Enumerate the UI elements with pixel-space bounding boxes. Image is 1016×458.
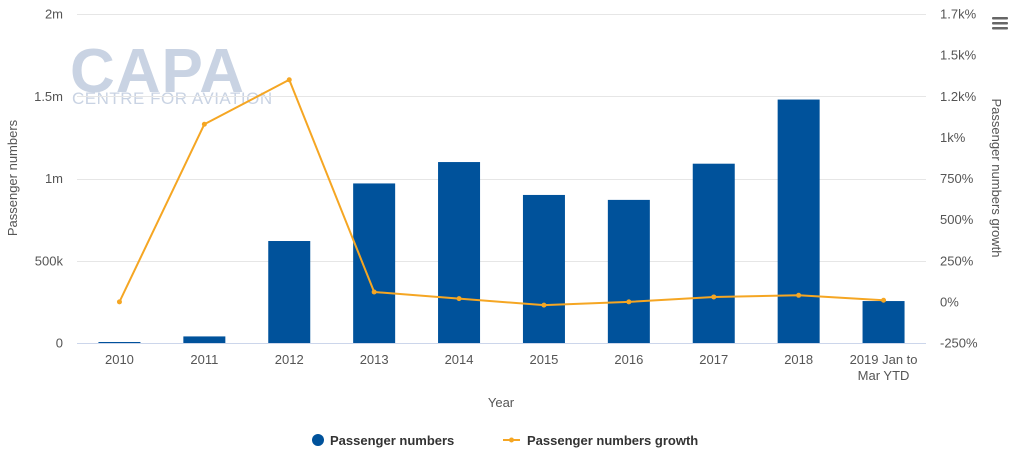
legend-label-passenger-numbers-growth: Passenger numbers growth bbox=[527, 433, 698, 448]
bar bbox=[607, 199, 650, 343]
bar-series-passenger-numbers bbox=[98, 99, 905, 343]
line-point bbox=[371, 289, 377, 295]
x-tick-label: 2014 bbox=[445, 352, 474, 367]
right-tick-label: -250% bbox=[940, 336, 978, 351]
left-axis-title: Passenger numbers bbox=[5, 119, 20, 236]
legend-label-passenger-numbers: Passenger numbers bbox=[330, 433, 454, 448]
left-tick-label: 0 bbox=[56, 336, 63, 351]
legend-symbol-marker bbox=[509, 437, 514, 443]
line-point bbox=[711, 294, 717, 300]
line-point bbox=[541, 302, 547, 308]
bar bbox=[692, 163, 735, 343]
x-tick-label: 2016 bbox=[614, 352, 643, 367]
right-tick-label: 500% bbox=[940, 212, 974, 227]
x-tick-label: 2010 bbox=[105, 352, 134, 367]
right-axis-ticks: -250% 0% 250% 500% 750% 1k% 1.2k% 1.5k% 1.7k% bbox=[940, 7, 978, 351]
bar bbox=[268, 241, 311, 343]
left-tick-label: 1m bbox=[45, 171, 63, 186]
left-axis-ticks: 0 500k 1m 1.5m 2m bbox=[34, 7, 63, 351]
right-tick-label: 1.5k% bbox=[940, 48, 977, 63]
right-tick-label: 1.7k% bbox=[940, 7, 977, 22]
hamburger-menu-icon[interactable] bbox=[990, 14, 1010, 34]
x-tick-label: 2012 bbox=[275, 352, 304, 367]
x-tick-label: 2017 bbox=[699, 352, 728, 367]
bar bbox=[183, 336, 226, 343]
line-point bbox=[626, 299, 632, 305]
x-tick-label: 2011 bbox=[190, 352, 218, 367]
legend-item-passenger-numbers[interactable]: Passenger numbers bbox=[312, 433, 454, 448]
right-tick-label: 250% bbox=[940, 253, 974, 268]
right-tick-label: 1k% bbox=[940, 130, 966, 145]
x-tick-label: 2019 Jan to Mar YTD bbox=[850, 352, 918, 383]
x-axis-ticks: 2010 2011 2012 2013 2014 2015 2016 2017 2018 2019… bbox=[105, 352, 918, 383]
line-point bbox=[881, 297, 887, 303]
line-point bbox=[116, 299, 122, 305]
x-axis-title: Year bbox=[488, 395, 515, 410]
legend: Passenger numbers Passenger numbers grow… bbox=[312, 433, 698, 448]
series-line bbox=[118, 78, 884, 307]
legend-item-passenger-numbers-growth[interactable]: Passenger numbers growth bbox=[503, 433, 698, 448]
line-series-passenger-numbers-growth bbox=[116, 77, 887, 308]
x-tick-label: 2018 bbox=[784, 352, 813, 367]
line-point bbox=[796, 292, 802, 298]
left-tick-label: 2m bbox=[45, 7, 63, 22]
line-point bbox=[201, 121, 207, 127]
bar bbox=[353, 183, 396, 343]
bar bbox=[862, 301, 905, 343]
right-axis-title: Passenger numbers growth bbox=[989, 99, 1004, 258]
line-point bbox=[286, 77, 292, 83]
x-tick-label: 2015 bbox=[529, 352, 558, 367]
bar bbox=[777, 99, 820, 343]
right-tick-label: 1.2k% bbox=[940, 89, 977, 104]
bar bbox=[98, 342, 141, 343]
right-tick-label: 0% bbox=[940, 294, 959, 309]
legend-symbol-bar bbox=[312, 434, 324, 446]
watermark-brand: CAPA bbox=[70, 37, 245, 106]
right-tick-label: 750% bbox=[940, 171, 974, 186]
bar bbox=[522, 194, 565, 343]
x-tick-label: 2013 bbox=[360, 352, 389, 367]
watermark-subtitle: CENTRE FOR AVIATION bbox=[72, 89, 273, 108]
capa-watermark-logo: CAPA CENTRE FOR AVIATION bbox=[70, 37, 273, 108]
bar bbox=[438, 162, 481, 343]
line-point bbox=[456, 296, 462, 302]
left-tick-label: 1.5m bbox=[34, 89, 63, 104]
left-tick-label: 500k bbox=[35, 253, 64, 268]
